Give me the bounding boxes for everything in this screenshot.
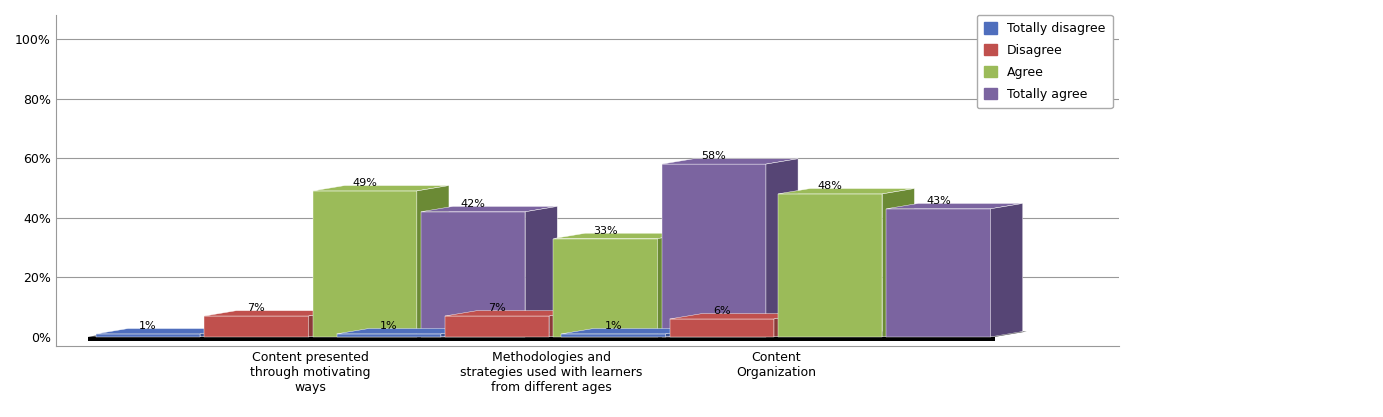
Text: 49%: 49% bbox=[353, 178, 378, 188]
Polygon shape bbox=[669, 319, 774, 337]
Polygon shape bbox=[661, 164, 766, 337]
Text: 33%: 33% bbox=[593, 226, 618, 236]
Polygon shape bbox=[669, 314, 806, 319]
Polygon shape bbox=[201, 329, 232, 337]
Polygon shape bbox=[766, 159, 798, 337]
Polygon shape bbox=[420, 206, 557, 212]
Polygon shape bbox=[553, 337, 994, 342]
Polygon shape bbox=[774, 314, 806, 337]
Polygon shape bbox=[887, 203, 1023, 209]
Polygon shape bbox=[329, 332, 802, 337]
Text: 43%: 43% bbox=[927, 196, 952, 206]
Polygon shape bbox=[549, 311, 581, 337]
Polygon shape bbox=[308, 311, 340, 337]
Text: 48%: 48% bbox=[817, 181, 842, 191]
Polygon shape bbox=[205, 316, 308, 337]
Text: 42%: 42% bbox=[461, 199, 485, 209]
Polygon shape bbox=[445, 311, 581, 316]
Polygon shape bbox=[553, 233, 690, 239]
Polygon shape bbox=[553, 239, 658, 337]
Polygon shape bbox=[561, 334, 665, 337]
Polygon shape bbox=[658, 233, 690, 337]
Polygon shape bbox=[89, 332, 561, 337]
Polygon shape bbox=[561, 329, 698, 334]
Text: 7%: 7% bbox=[248, 303, 266, 313]
Polygon shape bbox=[661, 159, 798, 164]
Polygon shape bbox=[336, 334, 441, 337]
Polygon shape bbox=[336, 329, 473, 334]
Polygon shape bbox=[95, 329, 232, 334]
Text: 1%: 1% bbox=[604, 321, 622, 331]
Text: 1%: 1% bbox=[140, 321, 156, 331]
Polygon shape bbox=[313, 186, 449, 191]
Polygon shape bbox=[887, 209, 990, 337]
Polygon shape bbox=[205, 311, 340, 316]
Polygon shape bbox=[329, 337, 770, 342]
Polygon shape bbox=[313, 191, 416, 337]
Polygon shape bbox=[882, 188, 914, 337]
Polygon shape bbox=[553, 332, 1026, 337]
Polygon shape bbox=[445, 316, 549, 337]
Polygon shape bbox=[779, 188, 914, 194]
Polygon shape bbox=[526, 206, 557, 337]
Text: 58%: 58% bbox=[701, 151, 726, 161]
Text: 1%: 1% bbox=[380, 321, 397, 331]
Text: 6%: 6% bbox=[714, 306, 730, 316]
Polygon shape bbox=[990, 203, 1023, 337]
Polygon shape bbox=[420, 212, 526, 337]
Polygon shape bbox=[95, 334, 201, 337]
Polygon shape bbox=[665, 329, 698, 337]
Polygon shape bbox=[779, 194, 882, 337]
Polygon shape bbox=[416, 186, 449, 337]
Legend: Totally disagree, Disagree, Agree, Totally agree: Totally disagree, Disagree, Agree, Total… bbox=[976, 15, 1113, 108]
Polygon shape bbox=[89, 337, 530, 342]
Polygon shape bbox=[441, 329, 473, 337]
Text: 7%: 7% bbox=[488, 303, 506, 313]
